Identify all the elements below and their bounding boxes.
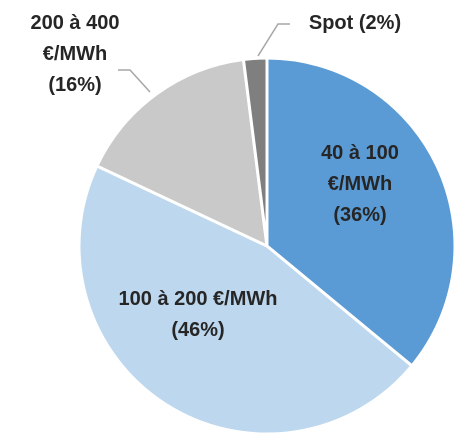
value-label: (46%) [171,319,225,341]
slice-label: 100 à 200 €/MWh (46%) [118,284,278,346]
slice-label: 200 à 400 €/MWh (16%) [0,8,150,101]
category-label: 100 à 200 €/MWh [118,288,278,310]
value-label: (2%) [358,12,402,34]
leader-line [118,69,151,93]
leader-line [257,23,290,57]
slice-label: Spot (2%) [280,8,430,39]
category-label: 40 à 100 €/MWh [321,142,399,195]
category-label: 200 à 400 €/MWh [30,12,120,65]
value-label: (36%) [333,204,387,226]
pie-slice [265,56,456,368]
pie-slice [94,57,269,249]
pie-slice [77,163,414,436]
category-label: Spot [308,12,354,34]
pie-slice [241,56,269,247]
slice-label: 40 à 100 €/MWh (36%) [300,138,420,231]
value-label: (16%) [48,74,102,96]
